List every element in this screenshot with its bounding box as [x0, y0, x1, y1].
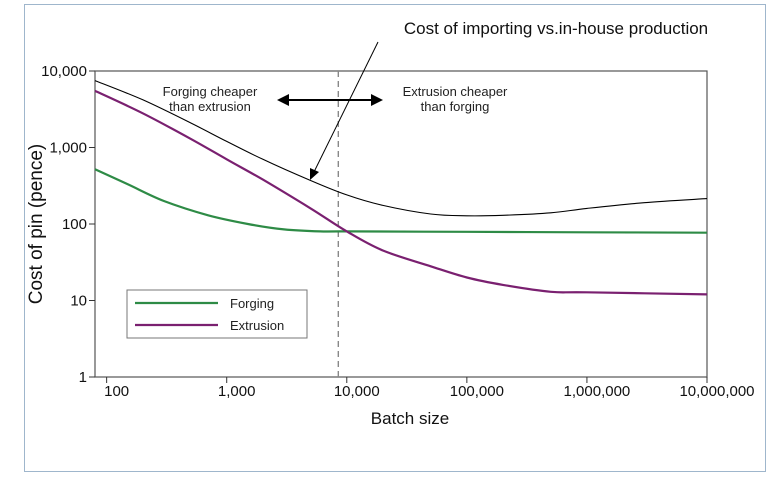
callout-arrow-icon [310, 41, 379, 180]
figure-frame [24, 4, 766, 472]
legend-box [126, 289, 308, 339]
y-tick-label: 100 [62, 216, 87, 233]
x-tick-label: 1,000 [218, 383, 256, 400]
legend-label-extrusion: Extrusion [230, 318, 284, 333]
y-tick-label: 10,000 [41, 63, 87, 80]
x-tick-label: 100,000 [450, 383, 504, 400]
right-region-label-line2: than forging [421, 99, 490, 114]
axis-ticks: 100 1,000 10,000 100,000 1,000,000 10,000,000… [41, 63, 754, 400]
right-region-label-line1: Extrusion cheaper [403, 84, 508, 99]
x-tick-label: 10,000,000 [679, 383, 754, 400]
x-tick-label: 1,000,000 [564, 383, 631, 400]
left-region-label-line1: Forging cheaper [163, 84, 258, 99]
extrusion-line [94, 89, 708, 296]
x-tick-label: 100 [104, 383, 129, 400]
left-region-label-line2: than extrusion [169, 99, 251, 114]
y-tick-label: 10 [70, 293, 87, 310]
forging-line [94, 168, 708, 234]
import-cost-line [94, 80, 708, 217]
y-tick-label: 1,000 [49, 140, 87, 157]
legend-label-forging: Forging [230, 296, 274, 311]
double-arrow-icon [277, 94, 383, 106]
y-axis-label: Cost of pin (pence) [26, 144, 47, 305]
legend: Forging Extrusion [126, 289, 308, 339]
series-layer [94, 80, 708, 296]
y-tick-label: 1 [79, 369, 87, 386]
x-axis-label: Batch size [371, 409, 449, 428]
callout-text: Cost of importing vs.in-house production [404, 19, 708, 38]
x-tick-label: 10,000 [334, 383, 380, 400]
